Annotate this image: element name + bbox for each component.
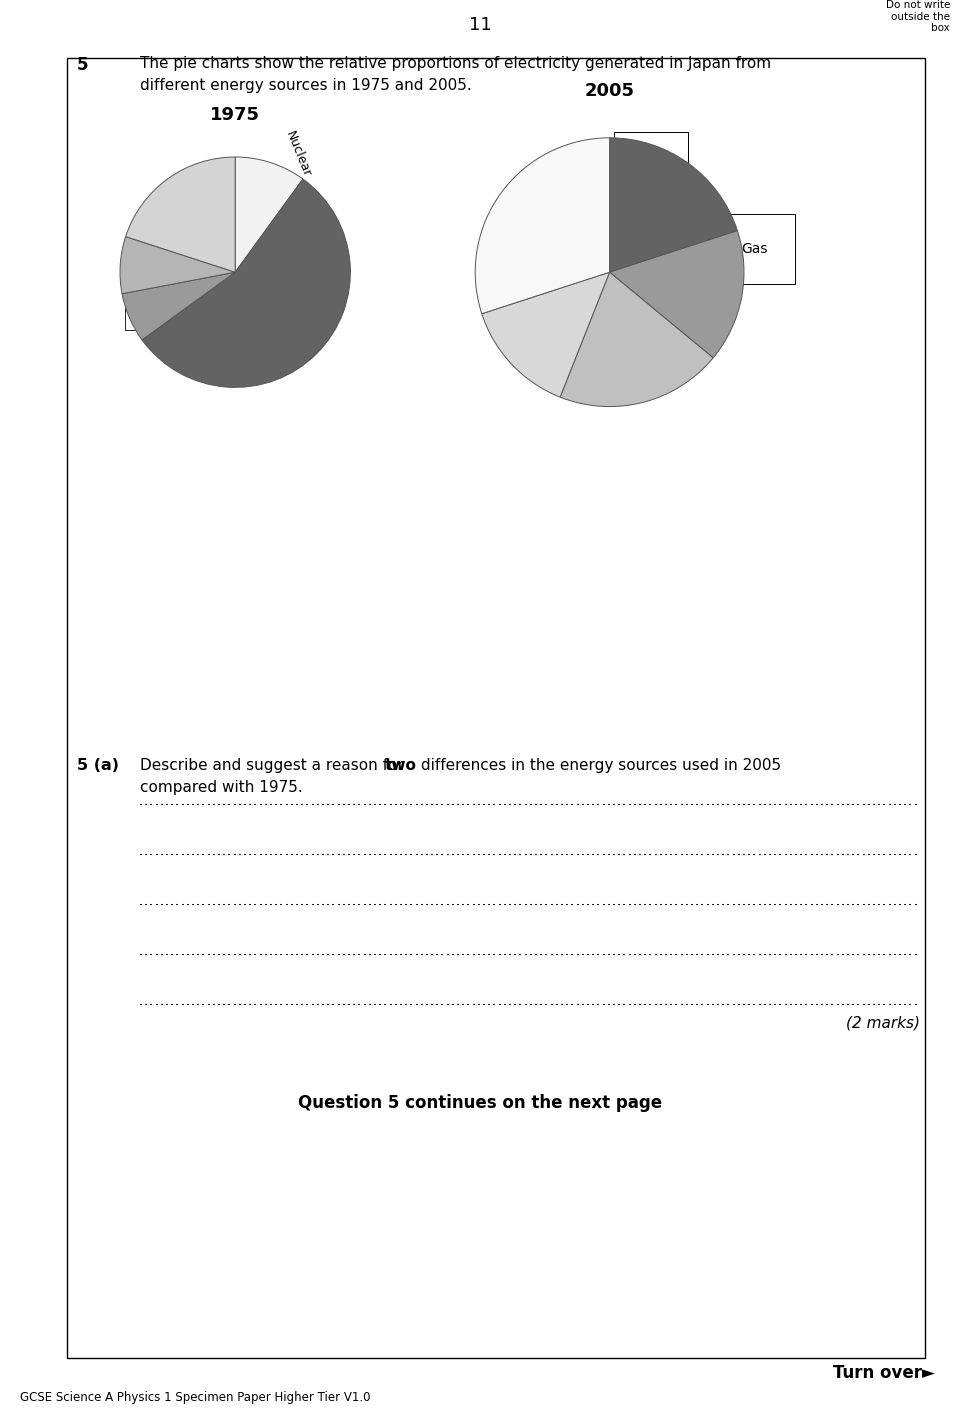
Bar — [67, 58, 925, 1357]
Text: Oil: Oil — [238, 311, 258, 327]
Title: 1975: 1975 — [210, 106, 260, 124]
Text: 11: 11 — [468, 16, 492, 34]
Wedge shape — [610, 230, 744, 358]
Text: different energy sources in 1975 and 2005.: different energy sources in 1975 and 200… — [140, 78, 471, 93]
Wedge shape — [610, 137, 737, 271]
Text: 5: 5 — [77, 57, 88, 74]
Wedge shape — [122, 271, 235, 339]
Text: Do not write
outside the
box: Do not write outside the box — [886, 0, 950, 33]
Text: (2 marks): (2 marks) — [846, 1017, 920, 1031]
Wedge shape — [560, 271, 713, 407]
Text: Oil: Oil — [641, 160, 660, 174]
Text: Turn over►: Turn over► — [833, 1365, 935, 1381]
Text: Describe and suggest a reason for: Describe and suggest a reason for — [140, 758, 409, 773]
Text: Coal: Coal — [152, 263, 181, 276]
Title: 2005: 2005 — [585, 82, 635, 100]
Text: Question 5 continues on the next page: Question 5 continues on the next page — [298, 1094, 662, 1111]
Text: GCSE Science A Physics 1 Specimen Paper Higher Tier V1.0: GCSE Science A Physics 1 Specimen Paper … — [20, 1391, 371, 1404]
Text: Nuclear: Nuclear — [523, 222, 583, 236]
Text: Hydro: Hydro — [540, 321, 584, 337]
Text: Gas: Gas — [145, 297, 170, 311]
Text: Coal: Coal — [656, 331, 688, 346]
Wedge shape — [475, 137, 610, 314]
Text: two: two — [385, 758, 417, 773]
Text: Gas: Gas — [741, 242, 767, 256]
Text: 5 (a): 5 (a) — [77, 758, 119, 773]
Text: differences in the energy sources used in 2005: differences in the energy sources used i… — [416, 758, 781, 773]
Wedge shape — [142, 180, 350, 387]
Wedge shape — [120, 236, 235, 294]
Wedge shape — [126, 157, 235, 271]
Text: compared with 1975.: compared with 1975. — [140, 781, 302, 795]
Text: The pie charts show the relative proportions of electricity generated in Japan f: The pie charts show the relative proport… — [140, 57, 771, 71]
Text: Hydro: Hydro — [162, 206, 204, 221]
Wedge shape — [235, 157, 303, 271]
Text: Nuclear: Nuclear — [283, 129, 313, 178]
Wedge shape — [482, 271, 610, 397]
